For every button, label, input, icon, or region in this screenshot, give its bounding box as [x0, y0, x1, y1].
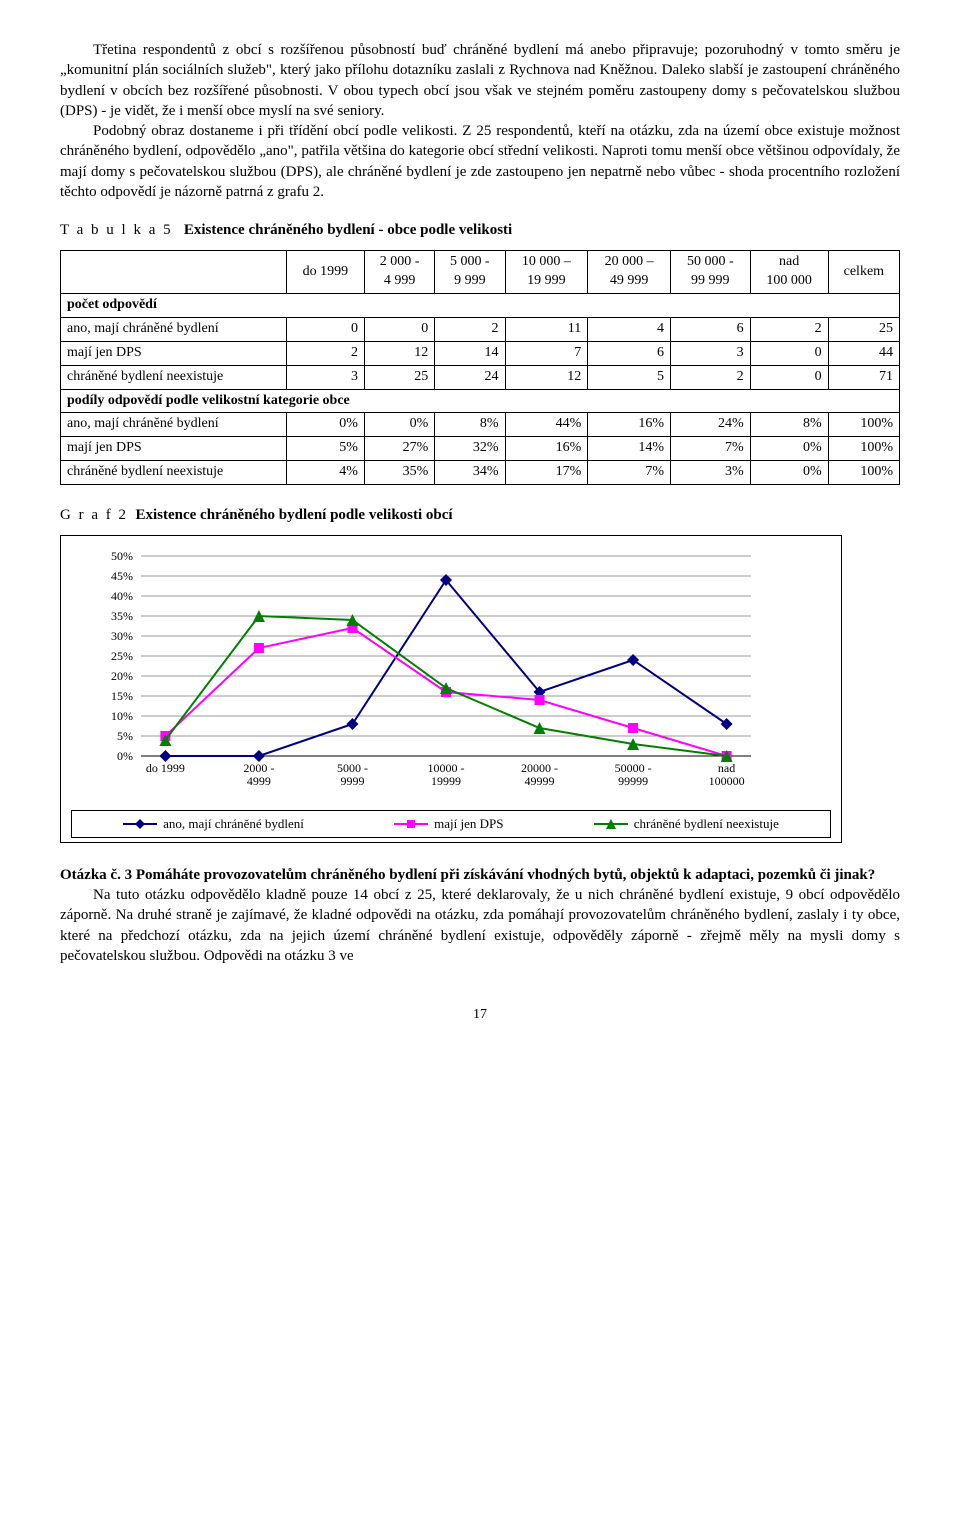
graf2-container: 50% 45% 40% 35% 30% 25% 20% 15% 10% 5% 0% do 1999 20… — [60, 535, 842, 843]
svg-text:nad: nad — [718, 761, 735, 775]
svg-text:4999: 4999 — [247, 774, 271, 788]
page-number: 17 — [60, 1006, 900, 1025]
svg-text:2000 -: 2000 - — [243, 761, 274, 775]
svg-text:10000 -: 10000 - — [428, 761, 465, 775]
table5: do 19992 000 -4 9995 000 -9 99910 000 –1… — [60, 250, 900, 485]
graf2-legend: ano, mají chráněné bydlenímají jen DPSch… — [71, 810, 831, 838]
svg-text:50000 -: 50000 - — [615, 761, 652, 775]
svg-text:40%: 40% — [111, 589, 133, 603]
svg-text:19999: 19999 — [431, 774, 461, 788]
svg-text:15%: 15% — [111, 689, 133, 703]
question3-heading: Otázka č. 3 Pomáháte provozovatelům chrá… — [60, 865, 900, 885]
table5-title: T a b u l k a 5 Existence chráněného byd… — [60, 220, 900, 240]
table5-title-text: Existence chráněného bydlení - obce podl… — [184, 222, 512, 238]
svg-text:25%: 25% — [111, 649, 133, 663]
svg-text:49999: 49999 — [525, 774, 555, 788]
svg-text:5%: 5% — [117, 729, 133, 743]
svg-text:30%: 30% — [111, 629, 133, 643]
svg-text:20000 -: 20000 - — [521, 761, 558, 775]
svg-text:100000: 100000 — [709, 774, 745, 788]
svg-text:do 1999: do 1999 — [146, 761, 185, 775]
svg-text:10%: 10% — [111, 709, 133, 723]
question3-heading-text: Otázka č. 3 Pomáháte provozovatelům chrá… — [60, 867, 875, 883]
svg-text:45%: 45% — [111, 569, 133, 583]
svg-text:20%: 20% — [111, 669, 133, 683]
graf2-chart: 50% 45% 40% 35% 30% 25% 20% 15% 10% 5% 0% do 1999 20… — [71, 546, 771, 806]
question3-body: Na tuto otázku odpovědělo kladně pouze 1… — [60, 885, 900, 966]
body-paragraph-2: Podobný obraz dostaneme i při třídění ob… — [60, 121, 900, 202]
graf2-title: G r a f 2 Existence chráněného bydlení p… — [60, 505, 900, 525]
svg-text:5000 -: 5000 - — [337, 761, 368, 775]
svg-text:99999: 99999 — [618, 774, 648, 788]
graf2-title-prefix: G r a f 2 — [60, 507, 128, 523]
svg-text:9999: 9999 — [340, 774, 364, 788]
svg-text:35%: 35% — [111, 609, 133, 623]
body-paragraph-1: Třetina respondentů z obcí s rozšířenou … — [60, 40, 900, 121]
svg-text:0%: 0% — [117, 749, 133, 763]
graf2-title-text: Existence chráněného bydlení podle velik… — [135, 507, 452, 523]
svg-text:50%: 50% — [111, 549, 133, 563]
table5-title-prefix: T a b u l k a 5 — [60, 222, 173, 238]
